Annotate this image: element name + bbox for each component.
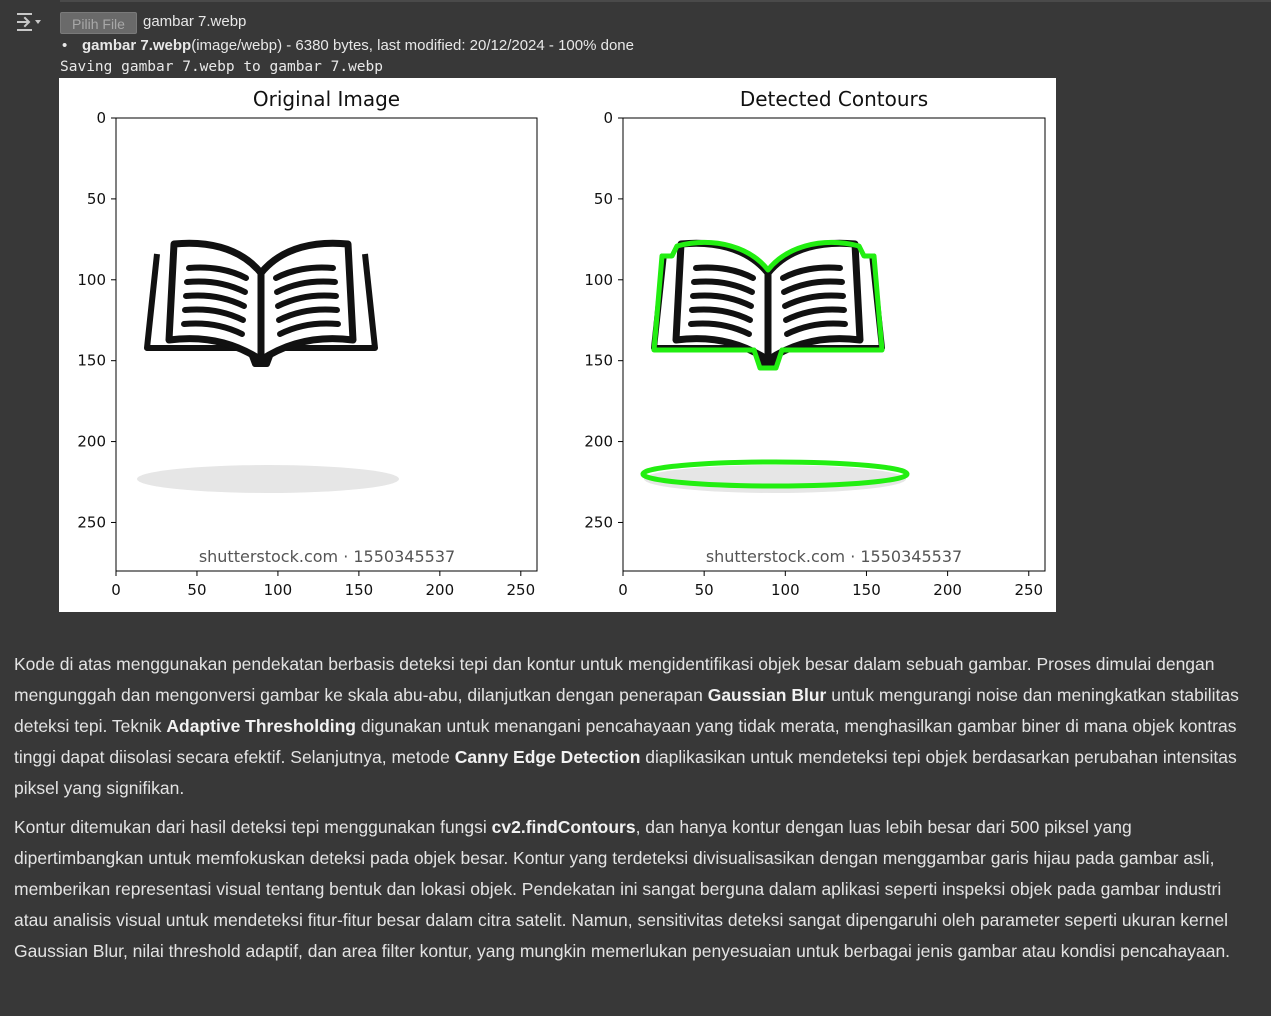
subplot-title: Detected Contours [740, 87, 928, 111]
text-run: digunakan untuk menangani pencahayaan ya… [14, 716, 1237, 767]
y-tick-label: 200 [584, 433, 613, 451]
bullet-icon: • [62, 37, 68, 54]
axes-frame [115, 117, 538, 572]
y-tick-label: 150 [584, 352, 613, 370]
y-tick-label: 250 [77, 513, 106, 531]
saving-message: Saving gambar 7.webp to gambar 7.webp [60, 59, 384, 75]
uploaded-file-details: (image/webp) - 6380 bytes, last modified… [191, 37, 634, 54]
highlight-term: Gaussian Blur [707, 685, 827, 705]
text-run: diaplikasikan untuk mendeteksi tepi obje… [14, 747, 1237, 798]
y-tick-label: 100 [77, 271, 106, 289]
text-run: untuk mengurangi noise dan meningkatkan … [14, 685, 1239, 736]
watermark-text: shutterstock.com · 1550345537 [706, 547, 962, 566]
choose-file-button[interactable]: Pilih File [60, 12, 137, 34]
uploaded-file-name: gambar 7.webp [82, 37, 192, 54]
text-run: , dan hanya kontur dengan luas lebih bes… [14, 817, 1231, 961]
matplotlib-figure: shutterstock.com · 1550345537 Original Im… [59, 78, 1056, 612]
book-image [137, 243, 399, 493]
y-tick-label: 200 [77, 433, 106, 451]
text-run: Kontur ditemukan dari hasil deteksi tepi… [14, 817, 492, 837]
uploaded-file-info: • gambar 7.webp(image/webp) - 6380 bytes,… [62, 37, 634, 54]
y-tick-label: 250 [584, 513, 613, 531]
highlight-term: Canny Edge Detection [454, 747, 641, 767]
text-run: Kode di atas menggunakan pendekatan berb… [14, 654, 1215, 705]
x-tick-label: 100 [771, 581, 800, 599]
x-tick-label: 250 [506, 581, 535, 599]
description-paragraph-2: Kontur ditemukan dari hasil deteksi tepi… [14, 812, 1249, 967]
subplot-2: shutterstock.com · 1550345537 Detected Co… [584, 87, 1046, 599]
x-tick-label: 0 [618, 581, 628, 599]
y-tick-label: 50 [87, 190, 106, 208]
y-tick-label: 100 [584, 271, 613, 289]
highlight-term: cv2.findContours [491, 817, 636, 837]
axes-frame [622, 117, 1046, 572]
highlight-term: Adaptive Thresholding [166, 716, 357, 736]
description-paragraph-1: Kode di atas menggunakan pendekatan berb… [14, 649, 1249, 804]
y-tick-label: 0 [96, 109, 106, 127]
selected-file-name: gambar 7.webp [143, 13, 247, 30]
x-tick-label: 150 [852, 581, 881, 599]
x-tick-label: 150 [345, 581, 374, 599]
subplot-1: shutterstock.com · 1550345537 Original Im… [77, 87, 538, 599]
x-tick-label: 200 [933, 581, 962, 599]
x-tick-label: 50 [695, 581, 714, 599]
y-tick-label: 150 [77, 352, 106, 370]
x-tick-label: 0 [111, 581, 121, 599]
x-tick-label: 250 [1014, 581, 1043, 599]
x-tick-label: 200 [426, 581, 455, 599]
x-tick-label: 100 [264, 581, 293, 599]
x-tick-label: 50 [187, 581, 206, 599]
output-toggle-icon[interactable] [16, 10, 42, 34]
y-tick-label: 50 [594, 190, 613, 208]
subplot-title: Original Image [253, 87, 400, 111]
watermark-text: shutterstock.com · 1550345537 [199, 547, 455, 566]
y-tick-label: 0 [603, 109, 613, 127]
cell-top-divider [60, 0, 1271, 2]
